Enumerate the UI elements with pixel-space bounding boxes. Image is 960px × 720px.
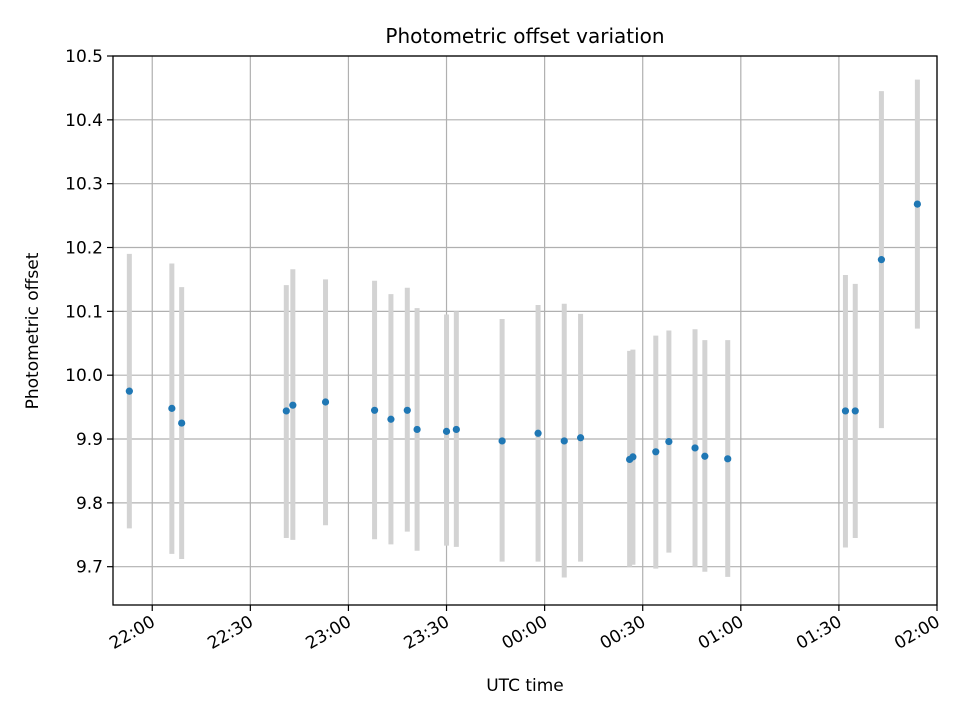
data-point xyxy=(576,434,585,442)
data-point xyxy=(841,407,850,415)
data-point xyxy=(168,404,176,412)
y-tick-label: 10.3 xyxy=(65,175,103,195)
data-point xyxy=(282,407,290,415)
data-point xyxy=(442,427,451,435)
data-point xyxy=(452,425,460,434)
y-tick-label: 10.2 xyxy=(65,239,103,259)
y-tick-label: 10.1 xyxy=(65,302,103,322)
data-point xyxy=(125,387,133,395)
data-point xyxy=(178,419,186,427)
data-point xyxy=(701,452,709,460)
data-point xyxy=(370,406,379,414)
plot-frame xyxy=(112,55,938,606)
data-point xyxy=(913,200,921,208)
data-points xyxy=(125,200,921,464)
data-point xyxy=(534,429,542,437)
data-point xyxy=(652,448,660,456)
data-point xyxy=(413,425,421,434)
y-tick-label: 10.4 xyxy=(65,111,103,131)
data-point xyxy=(877,256,886,264)
data-point xyxy=(851,407,859,415)
data-point xyxy=(629,453,637,461)
data-point xyxy=(560,437,568,445)
data-point xyxy=(665,437,673,446)
y-tick-label: 10.5 xyxy=(65,47,103,67)
data-point xyxy=(498,437,506,445)
data-point xyxy=(403,406,411,414)
data-point xyxy=(321,398,330,406)
y-tick-label: 9.7 xyxy=(76,558,103,578)
y-tick-label: 9.9 xyxy=(76,430,103,450)
y-tick-label: 9.8 xyxy=(76,494,103,514)
data-point xyxy=(289,401,297,409)
x-axis-label: UTC time xyxy=(486,676,564,696)
data-point xyxy=(387,415,395,423)
data-point xyxy=(691,444,699,452)
y-tick-label: 10.0 xyxy=(65,366,103,386)
chart-title: Photometric offset variation xyxy=(385,24,664,48)
y-axis-label: Photometric offset xyxy=(23,252,43,409)
y-axis-ticks: 9.7 9.8 9.9 10.0 10.1 10.2 10.3 10.4 10.5 xyxy=(65,47,113,578)
data-point xyxy=(724,455,732,463)
